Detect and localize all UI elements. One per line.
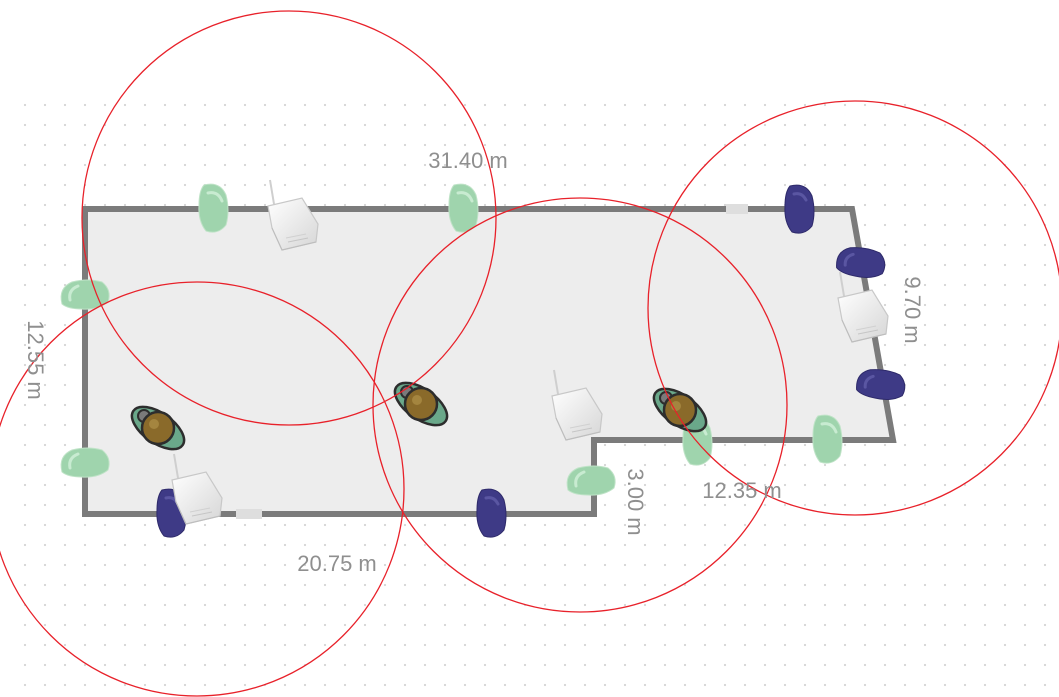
dimension-label-bottom: 20.75 m — [297, 551, 377, 576]
coverage-circle — [81, 10, 497, 426]
dimension-label-left: 12.55 m — [23, 320, 48, 400]
dimension-label-lower-right: 12.35 m — [702, 478, 782, 503]
coverage-circle — [647, 100, 1059, 516]
dimension-label-right: 9.70 m — [900, 276, 925, 343]
room-walls — [82, 206, 897, 517]
light-sensor-icon[interactable] — [59, 446, 111, 479]
coverage-circle — [372, 197, 788, 613]
dimension-label-top: 31.40 m — [428, 148, 508, 173]
door-bottom[interactable] — [236, 509, 262, 519]
light-sensor-icon[interactable] — [811, 413, 844, 465]
light-sensor-icon[interactable] — [197, 182, 230, 234]
door-top-right[interactable] — [726, 204, 748, 214]
dark-sensor-icon[interactable] — [783, 183, 816, 235]
coverage-circle — [0, 281, 405, 697]
light-sensor-icon[interactable] — [447, 182, 480, 234]
light-sensor-icon[interactable] — [565, 464, 617, 497]
dark-sensor-icon[interactable] — [475, 487, 508, 539]
dimension-label-step: 3.00 m — [623, 468, 648, 535]
